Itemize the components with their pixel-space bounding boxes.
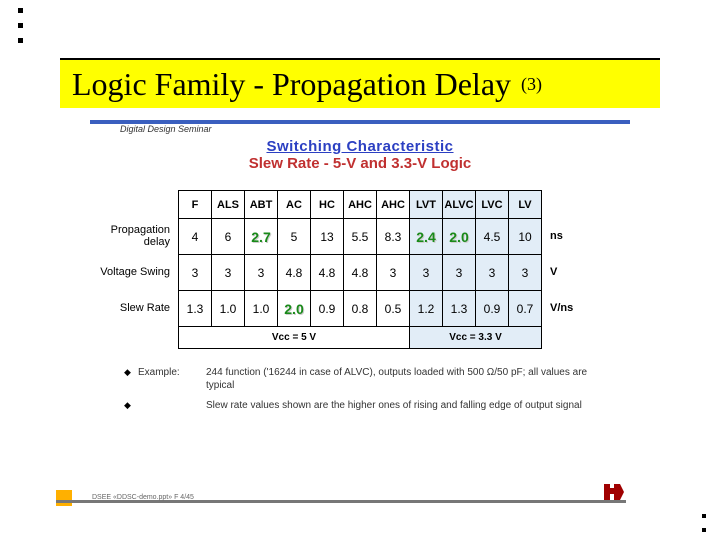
column-header: AHC	[377, 191, 410, 219]
data-cell: 1.3	[179, 291, 212, 327]
column-header: LVT	[410, 191, 443, 219]
column-header: ALVC	[443, 191, 476, 219]
footnote: ◆ Slew rate values shown are the higher …	[124, 400, 606, 413]
data-cell: 3	[377, 255, 410, 291]
unit-label: V	[542, 254, 582, 290]
column-header: AHC	[344, 191, 377, 219]
ti-logo-icon	[602, 478, 628, 502]
data-cell: 4.8	[344, 255, 377, 291]
footnotes: ◆ Example: 244 function ('16244 in case …	[90, 367, 630, 413]
seminar-label: Digital Design Seminar	[120, 124, 630, 134]
slide-title-sub: (3)	[521, 74, 542, 95]
unit-labels: ns V V/ns	[542, 190, 582, 349]
data-table-region: Propagation delay Voltage Swing Slew Rat…	[90, 190, 630, 349]
data-cell: 13	[311, 219, 344, 255]
slide-title-bar: Logic Family - Propagation Delay (3)	[60, 58, 660, 108]
diamond-icon: ◆	[124, 400, 138, 413]
data-cell: 3	[212, 255, 245, 291]
column-header: ALS	[212, 191, 245, 219]
embedded-slide: Digital Design Seminar Switching Charact…	[90, 120, 630, 421]
data-cell: 3	[476, 255, 509, 291]
data-cell: 10	[509, 219, 542, 255]
data-cell: 4	[179, 219, 212, 255]
data-cell: 3	[410, 255, 443, 291]
unit-label: V/ns	[542, 290, 582, 326]
data-cell: 3	[509, 255, 542, 291]
column-header: ABT	[245, 191, 278, 219]
column-header: LV	[509, 191, 542, 219]
data-cell: 2.4	[410, 219, 443, 255]
column-header: AC	[278, 191, 311, 219]
column-header: HC	[311, 191, 344, 219]
data-cell: 2.0	[443, 219, 476, 255]
data-cell: 3	[443, 255, 476, 291]
data-cell: 4.5	[476, 219, 509, 255]
data-cell: 2.0	[278, 291, 311, 327]
data-cell: 0.9	[311, 291, 344, 327]
data-cell: 1.3	[443, 291, 476, 327]
data-cell: 3	[179, 255, 212, 291]
data-cell: 0.7	[509, 291, 542, 327]
row-label: Voltage Swing	[90, 254, 178, 290]
group-label-3v3: Vcc = 3.3 V	[410, 327, 542, 349]
slide-title: Logic Family - Propagation Delay	[72, 66, 511, 103]
group-label-5v: Vcc = 5 V	[179, 327, 410, 349]
data-cell: 0.9	[476, 291, 509, 327]
footnote-label	[138, 400, 206, 413]
data-cell: 8.3	[377, 219, 410, 255]
data-cell: 0.5	[377, 291, 410, 327]
corner-bullets-bottom	[702, 504, 706, 532]
slide-footer-text: DSEE «DDSC-demo.ppt» F 4/45	[92, 494, 194, 501]
data-cell: 1.0	[245, 291, 278, 327]
row-label: Slew Rate	[90, 290, 178, 326]
chart-title-line1: Switching Characteristic	[90, 138, 630, 155]
data-cell: 6	[212, 219, 245, 255]
data-cell: 4.8	[311, 255, 344, 291]
footnote: ◆ Example: 244 function ('16244 in case …	[124, 367, 606, 392]
footnote-text: 244 function ('16244 in case of ALVC), o…	[206, 367, 606, 392]
corner-bullets-top	[18, 8, 23, 53]
footnote-label: Example:	[138, 367, 206, 392]
data-table: FALSABTACHCAHCAHCLVTALVCLVCLV462.75135.5…	[178, 190, 542, 349]
data-cell: 3	[245, 255, 278, 291]
row-label: Propagation delay	[90, 218, 178, 254]
data-cell: 5	[278, 219, 311, 255]
row-labels: Propagation delay Voltage Swing Slew Rat…	[90, 190, 178, 349]
data-cell: 1.2	[410, 291, 443, 327]
chart-title: Switching Characteristic Slew Rate - 5-V…	[90, 138, 630, 172]
column-header: F	[179, 191, 212, 219]
data-cell: 5.5	[344, 219, 377, 255]
data-cell: 1.0	[212, 291, 245, 327]
data-cell: 0.8	[344, 291, 377, 327]
diamond-icon: ◆	[124, 367, 138, 392]
chart-title-line2: Slew Rate - 5-V and 3.3-V Logic	[90, 155, 630, 172]
column-header: LVC	[476, 191, 509, 219]
footnote-text: Slew rate values shown are the higher on…	[206, 400, 582, 413]
data-cell: 4.8	[278, 255, 311, 291]
unit-label: ns	[542, 218, 582, 254]
data-cell: 2.7	[245, 219, 278, 255]
